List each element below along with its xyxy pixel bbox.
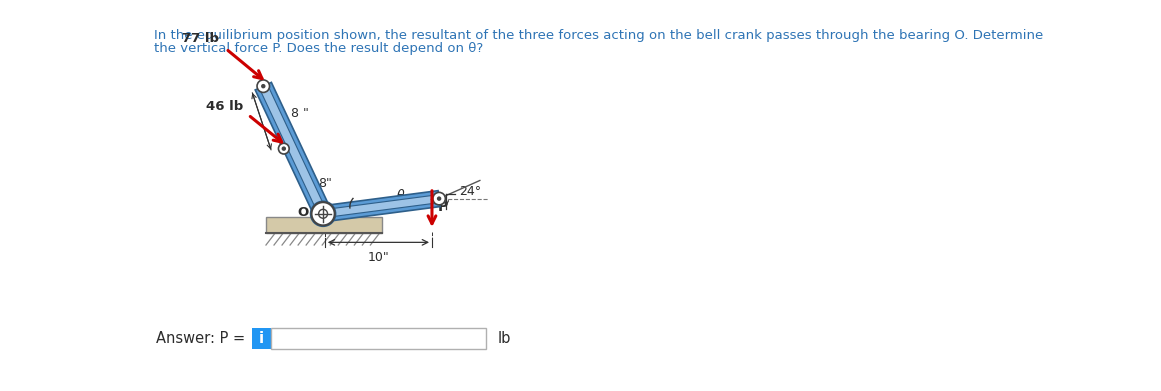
Text: 77 lb: 77 lb [181,32,218,45]
Text: P: P [438,200,448,214]
Text: In the equilibrium position shown, the resultant of the three forces acting on t: In the equilibrium position shown, the r… [153,29,1043,42]
Circle shape [261,84,266,88]
Circle shape [316,207,330,221]
Polygon shape [255,83,331,217]
FancyBboxPatch shape [252,328,272,350]
Text: 46 lb: 46 lb [205,100,243,113]
Circle shape [257,80,269,92]
Text: Answer: P =: Answer: P = [157,331,245,346]
Circle shape [318,209,327,218]
Polygon shape [259,84,327,216]
Polygon shape [323,195,440,218]
Text: 8 ": 8 " [291,108,309,120]
Text: O: O [297,206,309,219]
Polygon shape [266,217,382,233]
Circle shape [282,146,286,151]
Text: 8": 8" [318,176,332,190]
Text: i: i [259,331,264,346]
Circle shape [311,201,336,226]
Text: 24°: 24° [459,185,481,198]
Circle shape [437,196,441,201]
Circle shape [279,143,289,154]
Circle shape [311,202,334,225]
FancyBboxPatch shape [272,328,485,350]
Text: lb: lb [498,331,511,346]
Polygon shape [322,191,440,222]
Text: the vertical force P. Does the result depend on θ?: the vertical force P. Does the result de… [153,41,483,55]
Text: θ: θ [397,190,405,203]
Text: 10": 10" [368,251,389,264]
Circle shape [433,192,446,205]
